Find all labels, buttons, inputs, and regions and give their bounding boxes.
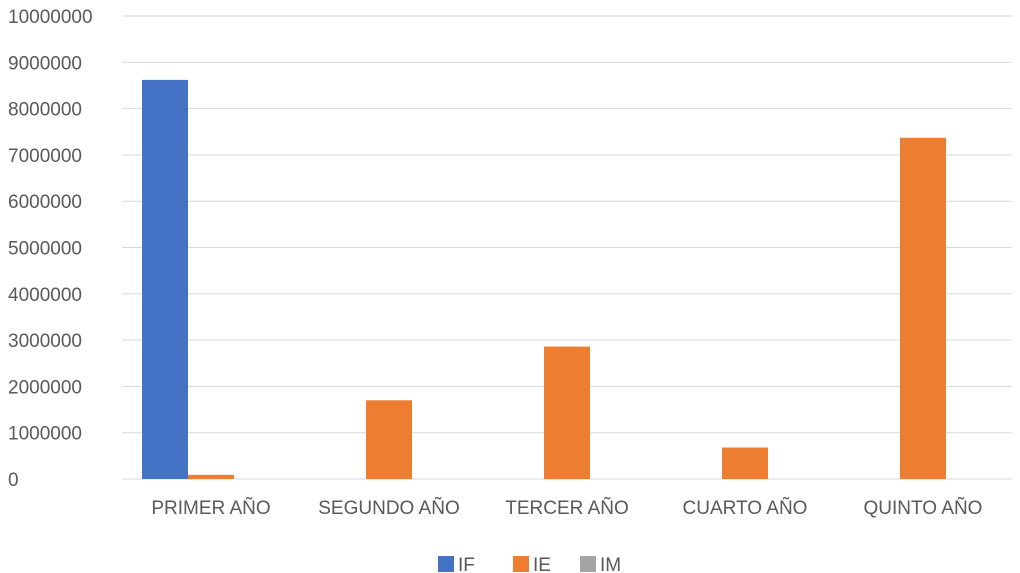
- y-axis-tick-labels: 0 1000000 2000000 3000000 4000000 5000000 6000…: [8, 7, 93, 491]
- legend-swatch-if: [438, 556, 454, 572]
- x-category-label: PRIMER AÑO: [151, 497, 270, 519]
- x-category-label: CUARTO AÑO: [683, 497, 808, 519]
- bar-ie-4: [722, 447, 768, 479]
- x-category-label: QUINTO AÑO: [864, 497, 983, 519]
- y-tick-label: 10000000: [8, 7, 93, 28]
- legend-swatch-ie: [513, 556, 529, 572]
- bar-ie-1: [188, 474, 234, 479]
- y-tick-label: 5000000: [8, 239, 82, 260]
- y-tick-label: 6000000: [8, 192, 82, 213]
- y-tick-label: 9000000: [8, 53, 82, 74]
- x-category-label: SEGUNDO AÑO: [318, 497, 459, 519]
- bar-ie-5: [900, 137, 946, 480]
- y-tick-label: 4000000: [8, 285, 82, 306]
- legend-label-ie: IE: [533, 555, 551, 573]
- y-tick-label: 1000000: [8, 424, 82, 445]
- bar-ie-3: [544, 346, 590, 479]
- x-category-label: TERCER AÑO: [505, 497, 629, 519]
- y-tick-label: 2000000: [8, 377, 82, 398]
- legend-swatch-im: [580, 556, 596, 572]
- legend: IF IE IM: [438, 555, 621, 573]
- gridlines: [122, 15, 1012, 480]
- y-tick-label: 3000000: [8, 331, 82, 352]
- bar-if-1: [142, 79, 188, 480]
- x-axis-category-labels: PRIMER AÑO SEGUNDO AÑO TERCER AÑO CUARTO AÑ…: [151, 497, 982, 519]
- y-tick-label: 8000000: [8, 100, 82, 121]
- y-tick-label: 0: [8, 470, 19, 491]
- legend-label-if: IF: [458, 555, 475, 573]
- bar-ie-2: [366, 400, 412, 479]
- legend-label-im: IM: [600, 555, 621, 573]
- bars: [142, 79, 946, 480]
- y-tick-label: 7000000: [8, 146, 82, 167]
